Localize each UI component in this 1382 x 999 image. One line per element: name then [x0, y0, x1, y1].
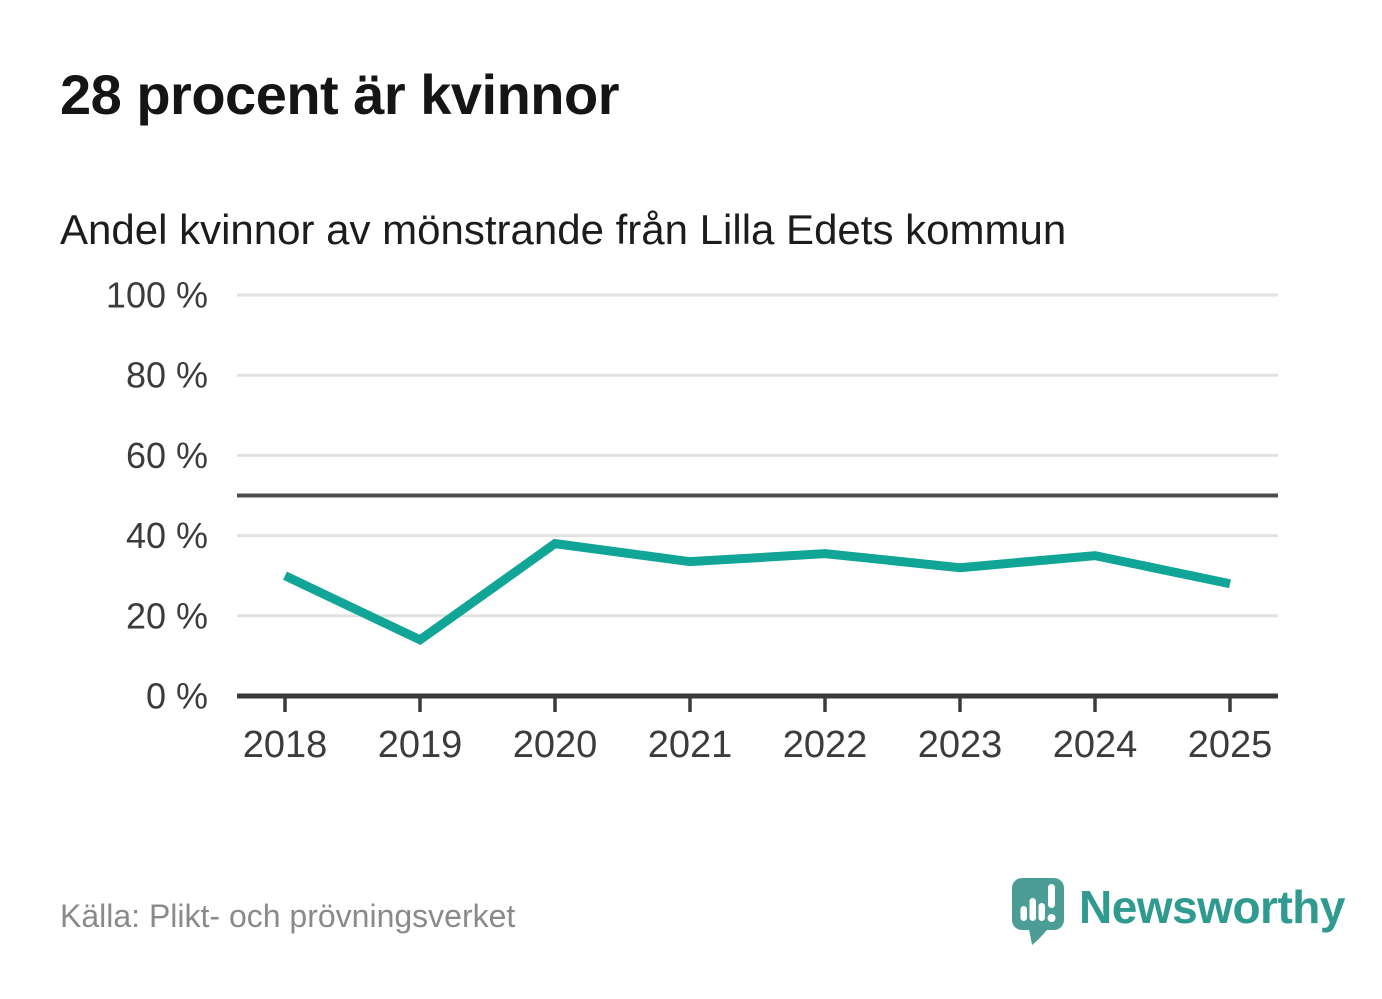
y-axis-tick-label: 60 % — [126, 435, 208, 476]
y-axis-tick-label: 20 % — [126, 595, 208, 636]
x-axis-tick-label: 2023 — [918, 724, 1003, 766]
newsworthy-logo-icon — [1012, 878, 1064, 945]
axis-labels-group: 0 % 20 % 40 % 60 % 80 % 100 % 2018 2019 2020 2021… — [106, 275, 1272, 767]
x-axis-tick-label: 2022 — [783, 724, 868, 766]
y-axis-tick-label: 100 % — [106, 275, 208, 316]
y-axis-tick-label: 40 % — [126, 515, 208, 556]
chart-headline: 28 procent är kvinnor — [60, 63, 620, 126]
source-note: Källa: Plikt- och prövningsverket — [60, 898, 516, 934]
newsworthy-logo: Newsworthy — [1011, 877, 1345, 947]
newsworthy-logo-text: Newsworthy — [1079, 881, 1345, 933]
y-axis-tick-label: 0 % — [146, 676, 208, 717]
logo-bar-1 — [1020, 906, 1027, 921]
x-axis-tick-label: 2018 — [243, 724, 328, 766]
data-line — [283, 538, 1231, 646]
logo-exclamation-bar — [1048, 884, 1055, 908]
logo-bar-3 — [1038, 903, 1045, 921]
x-axis-tick-label: 2024 — [1053, 724, 1138, 766]
logo-bar-2 — [1029, 898, 1036, 921]
x-axis-tick-label: 2020 — [513, 724, 598, 766]
y-axis-tick-label: 80 % — [126, 355, 208, 396]
x-axis-tick-label: 2025 — [1188, 724, 1273, 766]
logo-bubble-shape — [1012, 878, 1064, 945]
data-series-group — [283, 538, 1231, 646]
axis-group — [237, 693, 1278, 712]
chart-subtitle: Andel kvinnor av mönstrande från Lilla E… — [60, 206, 1067, 253]
x-axis-tick-label: 2021 — [648, 724, 733, 766]
logo-exclamation-dot — [1047, 914, 1056, 922]
x-axis-tick-label: 2019 — [378, 724, 463, 766]
gridlines-group — [237, 293, 1278, 618]
